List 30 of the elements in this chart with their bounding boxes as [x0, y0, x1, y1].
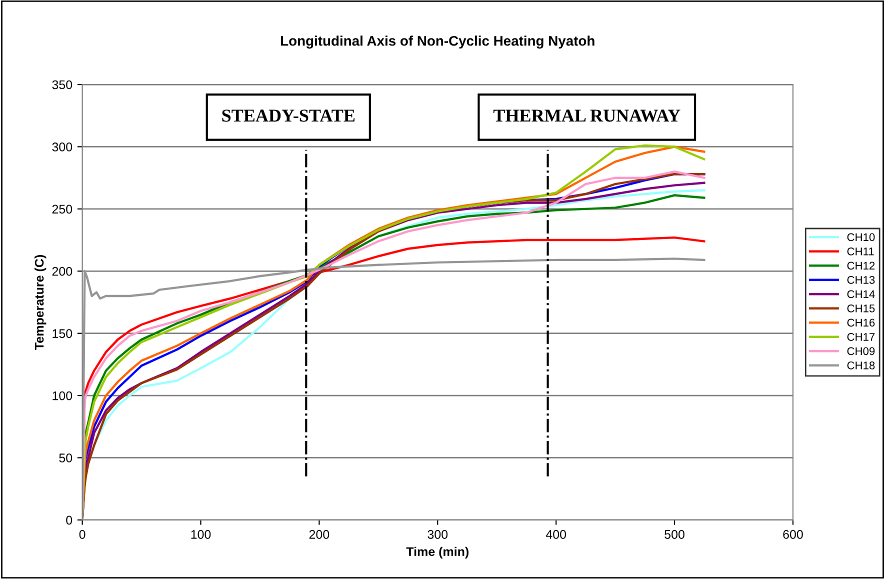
legend-label: CH14 [847, 290, 875, 298]
y-axis-title: Temperature (C) [34, 255, 46, 350]
y-tick-label: 250 [52, 204, 72, 214]
chart-title: Longitudinal Axis of Non-Cyclic Heating Nyatoh [281, 36, 594, 49]
legend-label: CH10 [847, 233, 875, 242]
x-tick-label: 300 [428, 530, 448, 539]
y-tick-label: 150 [52, 329, 72, 338]
x-tick-label: 200 [309, 530, 330, 539]
x-tick-label: 0 [79, 530, 86, 539]
x-axis-title: Time (min) [406, 546, 468, 559]
x-tick-label: 100 [191, 530, 211, 539]
y-tick-label: 350 [52, 80, 72, 90]
x-tick-label: 500 [664, 530, 684, 539]
legend-label: CH18 [847, 361, 875, 370]
legend-label: CH12 [847, 262, 875, 270]
y-tick-label: 300 [52, 142, 72, 152]
x-tick-label: 400 [546, 530, 566, 539]
y-tick-label: 100 [52, 391, 72, 400]
y-tick-label: 200 [52, 266, 72, 276]
legend-label: CH13 [847, 276, 875, 284]
annotation: STEADY-STATE [222, 110, 355, 122]
legend-label: CH11 [847, 247, 874, 256]
legend-label: CH09 [847, 347, 875, 356]
y-tick-label: 50 [59, 454, 72, 462]
annotation: THERMAL RUNAWAY [493, 110, 680, 122]
legend-label: CH15 [847, 304, 875, 312]
legend-label: CH16 [847, 318, 875, 327]
y-tick-label: 0 [66, 516, 72, 525]
x-tick-label: 600 [783, 530, 803, 539]
legend-label: CH17 [847, 332, 875, 341]
